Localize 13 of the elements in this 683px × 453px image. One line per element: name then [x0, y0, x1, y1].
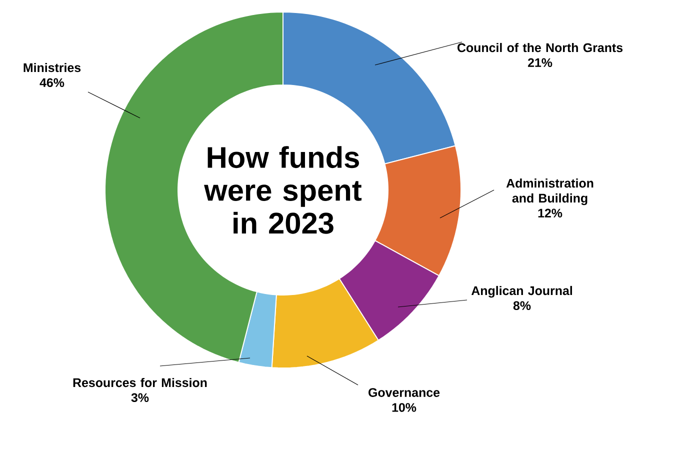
- data-label: 21%: [528, 58, 552, 68]
- data-label: 12%: [538, 208, 562, 218]
- slice-label: Governance: [368, 388, 440, 397]
- slice-label: Ministries: [24, 62, 81, 72]
- data-label: 3%: [131, 393, 149, 402]
- slice-label: Resources for Mission: [73, 378, 207, 388]
- data-label: 8%: [513, 301, 531, 310]
- slice-label: Anglican Journal: [471, 286, 572, 298]
- slice-label: Administration and Building: [506, 178, 594, 206]
- text: How funds were spent in 2023: [204, 146, 362, 234]
- slice-label: Council of the North Grants: [458, 42, 623, 52]
- data-label: 10%: [392, 403, 416, 412]
- data-label: 46%: [40, 78, 64, 88]
